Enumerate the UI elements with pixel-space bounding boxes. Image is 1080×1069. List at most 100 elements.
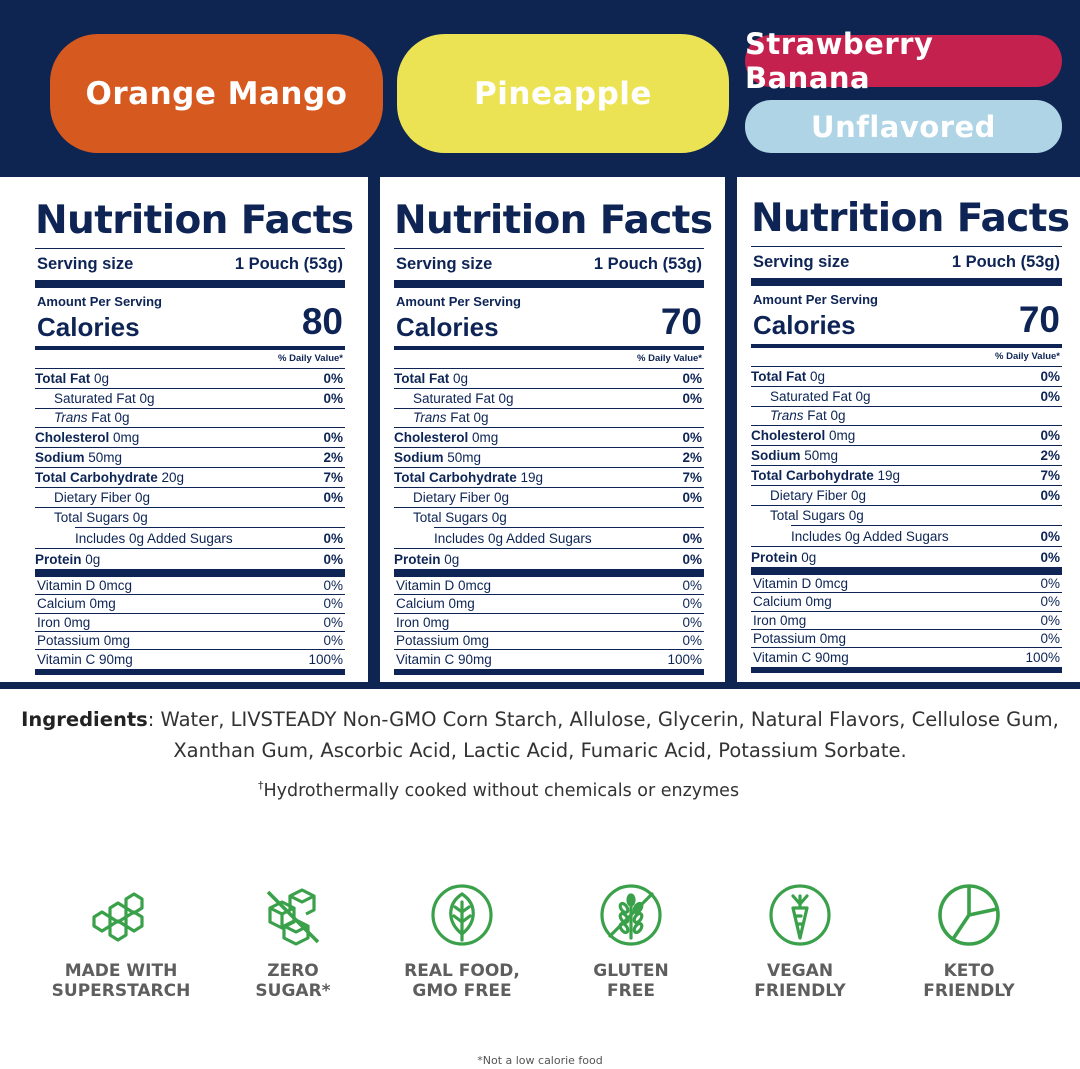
nutrient-row-trans-fat: Trans Fat 0g bbox=[751, 407, 1062, 427]
vitamin-row: Iron 0mg 0% bbox=[35, 614, 345, 632]
nutrient-name: Total Fat bbox=[35, 370, 91, 386]
nutrient-amount: 50mg bbox=[804, 448, 839, 464]
hexagon-molecule-icon bbox=[92, 892, 144, 942]
amount-per-serving: Amount Per Serving bbox=[37, 294, 162, 309]
nutrient-amount: 19g bbox=[520, 469, 544, 485]
vitamin-row: Iron 0mg 0% bbox=[394, 614, 704, 632]
vitamin-percent: 0% bbox=[1040, 631, 1060, 646]
divider bbox=[791, 525, 1062, 527]
divider bbox=[394, 248, 704, 249]
vitamin-percent: 0% bbox=[682, 596, 702, 612]
nutrient-name: Trans bbox=[770, 408, 804, 424]
divider bbox=[394, 548, 704, 550]
medium-divider bbox=[35, 346, 345, 350]
nutrient-percent: 0% bbox=[1040, 388, 1060, 404]
dagger-mark: † bbox=[258, 779, 264, 792]
calories-value: 70 bbox=[660, 301, 702, 342]
badge-label: VEGAN FRIENDLY bbox=[754, 961, 846, 1001]
leaf-icon bbox=[431, 884, 493, 946]
serving-size-row: Serving size 1 Pouch (53g) bbox=[35, 249, 345, 280]
nutrition-facts-title: Nutrition Facts bbox=[35, 198, 354, 243]
nutrient-name: Cholesterol bbox=[35, 430, 110, 446]
nutrient-row-total-sugars: Total Sugars 0g bbox=[394, 508, 704, 528]
nutrient-percent: 7% bbox=[1040, 467, 1060, 483]
thick-divider bbox=[751, 566, 1062, 575]
nutrient-percent: 0% bbox=[323, 489, 343, 505]
thick-divider bbox=[751, 667, 1062, 674]
vitamin-name: Calcium 0mg bbox=[753, 594, 832, 610]
serving-size-value: 1 Pouch (53g) bbox=[951, 253, 1060, 271]
vitamin-list: Vitamin D 0mcg 0% Calcium 0mg 0% Iron 0mg 0… bbox=[35, 577, 345, 668]
nutrient-name: Total Sugars 0g bbox=[770, 507, 864, 523]
nutrient-row-added-sugars: Includes 0g Added Sugars 0% bbox=[35, 528, 345, 548]
nutrient-row-saturated-fat: Saturated Fat 0g 0% bbox=[35, 389, 345, 409]
nutrient-row-dietary-fiber: Dietary Fiber 0g 0% bbox=[35, 488, 345, 508]
nutrient-percent: 0% bbox=[682, 430, 702, 446]
serving-size-row: Serving size 1 Pouch (53g) bbox=[394, 249, 704, 280]
badge-superstarch: MADE WITH SUPERSTARCH bbox=[36, 882, 206, 1001]
calories-value: 70 bbox=[1018, 299, 1060, 340]
vitamin-percent: 100% bbox=[667, 651, 702, 667]
footnote-text: Hydrothermally cooked without chemicals … bbox=[263, 780, 740, 801]
divider bbox=[75, 527, 345, 529]
nutrient-name: Saturated Fat 0g bbox=[413, 390, 514, 406]
nutrient-row-total-fat: Total Fat 0g 0% bbox=[35, 369, 345, 389]
nutrient-row-protein: Protein 0g 0% bbox=[394, 549, 704, 569]
medium-divider bbox=[751, 344, 1062, 348]
nutrient-row-cholesterol: Cholesterol 0mg 0% bbox=[35, 428, 345, 449]
divider bbox=[751, 546, 1062, 548]
nutrition-facts-title: Nutrition Facts bbox=[394, 198, 713, 243]
nutrient-row-total-carbohydrate: Total Carbohydrate 20g 7% bbox=[35, 468, 345, 488]
nutrient-name: Total Fat bbox=[394, 370, 450, 386]
vitamin-name: Vitamin D 0mcg bbox=[753, 576, 849, 592]
nutrient-amount: Fat 0g bbox=[807, 408, 846, 424]
flavor-label: Strawberry Banana bbox=[745, 27, 934, 95]
thick-divider bbox=[35, 568, 345, 577]
badge-vegan: VEGAN FRIENDLY bbox=[715, 882, 885, 1001]
nutrient-name: Total Sugars 0g bbox=[413, 509, 507, 525]
nutrient-name: Total Sugars 0g bbox=[54, 509, 148, 525]
nutrient-percent: 0% bbox=[682, 489, 702, 505]
nutrient-row-saturated-fat: Saturated Fat 0g 0% bbox=[394, 389, 704, 409]
divider bbox=[35, 248, 345, 249]
nutrition-panel-strawberry-unflavored: Nutrition Facts Serving size 1 Pouch (53… bbox=[737, 177, 1080, 682]
vitamin-percent: 0% bbox=[1040, 576, 1060, 592]
nutrient-name: Dietary Fiber 0g bbox=[54, 489, 151, 505]
nutrient-amount: 0g bbox=[453, 370, 469, 386]
nutrient-amount: 50mg bbox=[88, 450, 123, 466]
nutrient-percent: 0% bbox=[323, 370, 343, 386]
vitamin-row: Potassium 0mg 0% bbox=[35, 632, 345, 651]
disclaimer-text: *Not a low calorie food bbox=[477, 1054, 603, 1067]
nutrient-row-sodium: Sodium 50mg 2% bbox=[751, 446, 1062, 466]
nutrient-name: Trans bbox=[413, 410, 447, 426]
nutrient-row-total-carbohydrate: Total Carbohydrate 19g 7% bbox=[394, 468, 704, 488]
no-sugar-cube-icon bbox=[266, 888, 320, 946]
divider bbox=[434, 527, 704, 529]
nutrient-percent: 7% bbox=[682, 469, 702, 485]
vitamin-percent: 100% bbox=[308, 651, 343, 667]
badge-label: GLUTEN FREE bbox=[593, 961, 669, 1001]
daily-value-header: % Daily Value* bbox=[751, 348, 1062, 367]
nutrient-name: Total Fat bbox=[751, 368, 807, 384]
thick-divider bbox=[394, 669, 704, 676]
vitamin-percent: 0% bbox=[323, 578, 343, 594]
vitamin-name: Potassium 0mg bbox=[396, 633, 490, 648]
nutrient-percent: 0% bbox=[323, 390, 343, 406]
nutrient-row-dietary-fiber: Dietary Fiber 0g 0% bbox=[394, 488, 704, 508]
serving-size-label: Serving size bbox=[396, 255, 493, 273]
vitamin-row: Vitamin D 0mcg 0% bbox=[394, 577, 704, 596]
nutrient-row-added-sugars: Includes 0g Added Sugars 0% bbox=[751, 526, 1062, 546]
nutrient-row-total-sugars: Total Sugars 0g bbox=[35, 508, 345, 528]
amount-per-serving: Amount Per Serving bbox=[396, 294, 521, 309]
flavor-pill-unflavored: Unflavored bbox=[745, 100, 1062, 153]
calories-label: Calories bbox=[753, 310, 856, 340]
serving-size-label: Serving size bbox=[753, 253, 850, 271]
nutrient-percent: 0% bbox=[682, 390, 702, 406]
flavor-label: Pineapple bbox=[474, 75, 652, 112]
vitamin-row: Vitamin C 90mg 100% bbox=[394, 650, 704, 668]
thick-divider bbox=[35, 280, 345, 288]
vitamin-name: Iron 0mg bbox=[396, 614, 450, 630]
vitamin-list: Vitamin D 0mcg 0% Calcium 0mg 0% Iron 0mg 0… bbox=[751, 575, 1062, 666]
calories-value: 80 bbox=[301, 301, 343, 342]
calories-row: Calories 80 bbox=[35, 302, 345, 343]
